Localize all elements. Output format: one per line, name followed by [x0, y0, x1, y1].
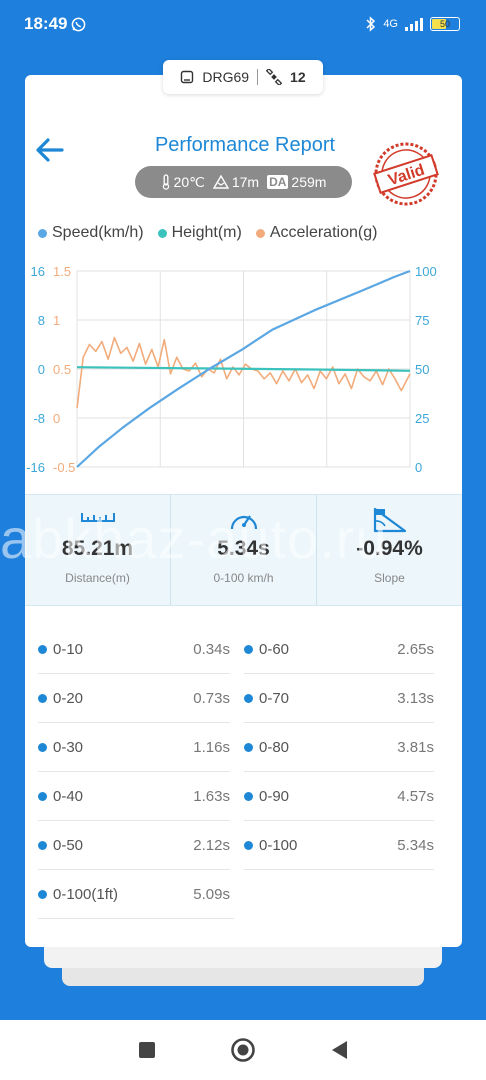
back-button[interactable] [329, 1039, 349, 1061]
stat-time-value: 5.34s [217, 537, 270, 560]
speed-tick-label: 0 [415, 460, 422, 475]
device-name: DRG69 [202, 69, 250, 85]
stat-distance: 85.21m Distance(m) [25, 495, 170, 605]
signal-icon [405, 18, 423, 31]
split-row: 0-100 5.34s [244, 822, 434, 870]
card-stack-shadow [44, 944, 442, 968]
mountain-icon [212, 175, 229, 189]
accel-tick-label: 0 [53, 411, 60, 426]
stat-time-label: 0-100 km/h [213, 571, 274, 585]
legend-height[interactable]: Height(m) [157, 224, 242, 242]
status-bar: 18:49 4G 50 [0, 0, 486, 48]
system-nav-bar [0, 1020, 486, 1080]
device-icon [181, 70, 194, 84]
speed-tick-label: 75 [415, 313, 429, 328]
page-title: Performance Report [154, 134, 336, 156]
legend-acceleration[interactable]: Acceleration(g) [255, 224, 377, 242]
stat-slope: -0.94% Slope [316, 495, 462, 605]
satellite-icon [266, 69, 283, 85]
whatsapp-icon [72, 17, 86, 31]
valid-stamp: Valid [373, 142, 439, 206]
satellite-count: 12 [290, 69, 306, 85]
speed-tick-label: 50 [415, 362, 429, 377]
height-tick-label: -8 [33, 411, 45, 426]
bluetooth-icon [366, 16, 376, 32]
device-info[interactable]: DRG69 12 [163, 60, 323, 94]
density-altitude-badge: DA [267, 175, 289, 189]
altitude-value: 17m [231, 174, 260, 190]
home-button[interactable] [230, 1037, 256, 1063]
height-tick-label: 0 [38, 362, 45, 377]
battery-icon: 50 [430, 17, 460, 31]
split-row: 0-100(1ft) 5.09s [38, 871, 234, 919]
split-row: 0-30 1.16s [38, 724, 230, 772]
conditions-pill: 20℃ 17m DA 259m [135, 166, 352, 198]
stat-distance-label: Distance(m) [65, 571, 130, 585]
slope-icon [373, 507, 406, 533]
stat-time: 5.34s 0-100 km/h [170, 495, 316, 605]
stat-slope-label: Slope [374, 571, 405, 585]
recents-button[interactable] [137, 1040, 157, 1060]
height-tick-label: 8 [38, 313, 45, 328]
speed-tick-label: 100 [415, 264, 437, 279]
split-row: 0-10 0.34s [38, 626, 230, 674]
summary-stats: 85.21m Distance(m) 5.34s 0-100 km/h -0.9… [25, 494, 462, 606]
accel-tick-label: -0.5 [53, 460, 75, 475]
legend-speed[interactable]: Speed(km/h) [38, 224, 144, 242]
height-series-line [76, 366, 411, 372]
status-time: 18:49 [24, 14, 68, 33]
split-row: 0-70 3.13s [244, 675, 434, 723]
accel-tick-label: 0.5 [53, 362, 71, 377]
network-type: 4G [383, 18, 398, 30]
performance-chart: 16 1.5 100 8 1 75 0 0.5 50 -8 0 25 -16 -0.5 0 [26, 264, 437, 475]
temperature-value: 20℃ [173, 173, 205, 190]
speed-tick-label: 25 [415, 411, 429, 426]
stat-slope-value: -0.94% [356, 537, 423, 560]
chart-legend: Speed(km/h) Height(m) Acceleration(g) [38, 224, 438, 242]
accel-tick-label: 1 [53, 313, 60, 328]
battery-level: 50 [439, 19, 450, 29]
thermometer-icon [162, 174, 169, 190]
density-altitude-value: 259m [291, 174, 327, 190]
stat-distance-value: 85.21m [61, 537, 134, 560]
speedometer-icon [230, 515, 257, 530]
split-row: 0-60 2.65s [244, 626, 434, 674]
accel-tick-label: 1.5 [53, 264, 71, 279]
split-row: 0-40 1.63s [38, 773, 230, 821]
split-row: 0-80 3.81s [244, 724, 434, 772]
split-row: 0-50 2.12s [38, 822, 230, 870]
split-row: 0-20 0.73s [38, 675, 230, 723]
ruler-icon [80, 513, 115, 522]
split-row: 0-90 4.57s [244, 773, 434, 821]
height-tick-label: 16 [31, 264, 45, 279]
back-arrow-icon[interactable] [32, 132, 68, 168]
height-tick-label: -16 [26, 460, 45, 475]
speed-series-line [76, 269, 411, 468]
